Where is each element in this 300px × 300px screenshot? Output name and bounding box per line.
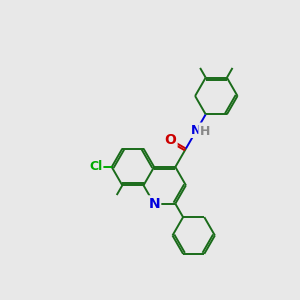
- Text: O: O: [164, 133, 176, 147]
- Text: N: N: [148, 197, 160, 211]
- Text: Cl: Cl: [89, 160, 102, 173]
- Text: H: H: [200, 125, 210, 138]
- Text: N: N: [191, 124, 202, 137]
